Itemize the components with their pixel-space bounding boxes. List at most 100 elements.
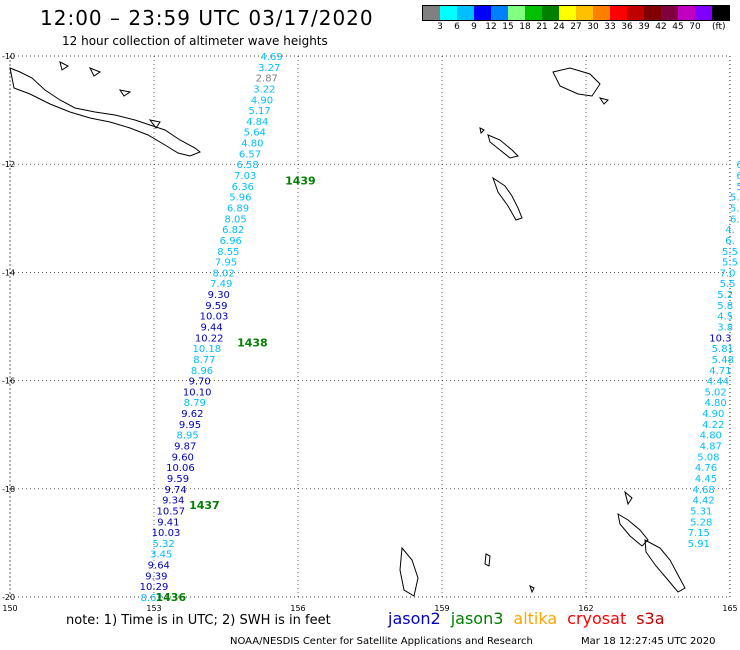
wave-height-value: 5.2 bbox=[717, 290, 733, 301]
wave-height-value: 5.31 bbox=[690, 506, 712, 517]
wave-height-value: 10.03 bbox=[152, 528, 181, 539]
wave-height-value: 4.69 bbox=[260, 52, 282, 63]
wave-height-value: 8.96 bbox=[191, 366, 213, 377]
wave-height-value: 10.06 bbox=[166, 463, 195, 474]
wave-height-value: 8.02 bbox=[212, 268, 234, 279]
color-scale-bar bbox=[422, 5, 730, 21]
color-scale-label: 39 bbox=[638, 22, 650, 32]
wave-height-value: 6. bbox=[730, 214, 740, 225]
wave-height-value: 10.3 bbox=[709, 333, 731, 344]
wave-height-value: 8.05 bbox=[224, 214, 246, 225]
color-scale-label: 30 bbox=[587, 22, 599, 32]
coastline-segment bbox=[479, 127, 485, 135]
wave-height-value: 9.34 bbox=[162, 496, 184, 507]
wave-height-value: 9.74 bbox=[164, 485, 186, 496]
wave-height-value: 5.32 bbox=[152, 539, 174, 550]
longitude-tick-label: 165 bbox=[722, 604, 737, 613]
wave-height-value: 6.96 bbox=[220, 236, 242, 247]
coastline-segment bbox=[399, 546, 419, 597]
map-title: 12:00 – 23:59 UTC 03/17/2020 bbox=[40, 6, 374, 30]
color-scale-swatch bbox=[474, 6, 491, 20]
wave-height-value: 6 bbox=[736, 171, 740, 182]
satellite-legend-jason2: jason2 bbox=[388, 609, 441, 628]
wave-height-value: 9.44 bbox=[200, 323, 222, 334]
wave-height-value: 4.76 bbox=[695, 463, 717, 474]
coastline-segment bbox=[484, 553, 491, 567]
longitude-tick-labels: 150 153 156 159 162 165 bbox=[2, 604, 737, 613]
wave-height-value: 10.57 bbox=[156, 506, 185, 517]
wave-height-value: 7.15 bbox=[688, 528, 710, 539]
coastline-segment bbox=[617, 512, 649, 547]
pass-time-label: 1439 bbox=[285, 174, 316, 187]
color-scale-swatch bbox=[525, 6, 542, 20]
map-grid bbox=[9, 55, 731, 598]
wave-height-value: 9.62 bbox=[181, 409, 203, 420]
wave-height-value: 4.80 bbox=[700, 431, 722, 442]
wave-height-value: 6.58 bbox=[236, 160, 258, 171]
wave-height-value: 5 bbox=[736, 182, 740, 193]
satellite-legend-cryosat: cryosat bbox=[567, 609, 627, 628]
wave-height-value: 9.70 bbox=[188, 377, 210, 388]
pass-time-label: 1437 bbox=[189, 499, 220, 512]
coastline-segment bbox=[59, 61, 69, 71]
color-scale-swatch bbox=[644, 6, 661, 20]
color-scale-swatch bbox=[627, 6, 644, 20]
wave-height-value: 4. bbox=[725, 225, 735, 236]
wave-height-value: 9.95 bbox=[179, 420, 201, 431]
wave-height-value: 5.5 bbox=[722, 258, 738, 269]
coastlines bbox=[9, 61, 686, 597]
wave-height-value: 5.8 bbox=[717, 301, 733, 312]
longitude-tick-label: 159 bbox=[434, 604, 449, 613]
color-scale-label: 24 bbox=[553, 22, 565, 32]
wave-height-value: 2.87 bbox=[256, 74, 278, 85]
wave-height-value: 4.84 bbox=[246, 117, 268, 128]
wave-height-value: 6.36 bbox=[232, 182, 254, 193]
wave-height-value: 5.02 bbox=[704, 387, 726, 398]
wave-height-value: 4.5 bbox=[717, 312, 733, 323]
wave-height-value: 9.30 bbox=[208, 290, 230, 301]
wave-height-value: 6.82 bbox=[222, 225, 244, 236]
wave-height-value: 4.80 bbox=[241, 139, 263, 150]
wave-height-value: 8.55 bbox=[217, 247, 239, 258]
wave-height-value: 5.17 bbox=[248, 106, 270, 117]
coastline-segment bbox=[598, 97, 609, 105]
color-scale-label: 6 bbox=[454, 22, 460, 32]
wave-height-value: 3.45 bbox=[150, 550, 172, 561]
latitude-tick-label: -16 bbox=[2, 377, 15, 386]
coastline-segment bbox=[88, 67, 102, 77]
coastline-segment bbox=[487, 134, 519, 159]
color-scale-label: 27 bbox=[570, 22, 582, 32]
wave-height-value: 8.95 bbox=[176, 431, 198, 442]
color-scale-label: 42 bbox=[655, 22, 667, 32]
color-scale-swatch bbox=[576, 6, 593, 20]
wave-height-value: 4.90 bbox=[251, 95, 273, 106]
wave-height-value: 4.45 bbox=[695, 474, 717, 485]
wave-height-value: 9.41 bbox=[157, 517, 179, 528]
pass-time-labels: 1439 1438 1437 1436 bbox=[155, 174, 315, 604]
wave-height-value: 5.91 bbox=[688, 539, 710, 550]
satellite-legend-jason3: jason3 bbox=[450, 609, 504, 628]
wave-height-value: 3.8 bbox=[717, 323, 733, 334]
wave-height-value: 9.64 bbox=[148, 561, 170, 572]
color-scale-swatch bbox=[559, 6, 576, 20]
wave-height-value: 5. bbox=[730, 193, 740, 204]
color-scale-label: 45 bbox=[672, 22, 684, 32]
color-scale-swatch bbox=[508, 6, 525, 20]
wave-height-value: 10.03 bbox=[200, 312, 229, 323]
satellite-legend-s3a: s3a bbox=[636, 609, 665, 628]
coastline-segment bbox=[148, 119, 161, 129]
color-scale-label: 21 bbox=[536, 22, 548, 32]
wave-height-value: 5.5 bbox=[722, 247, 738, 258]
wave-height-value: 6.57 bbox=[239, 149, 261, 160]
coastline-segment bbox=[529, 585, 535, 594]
wave-height-value: 4.22 bbox=[702, 420, 724, 431]
color-scale-swatch bbox=[610, 6, 627, 20]
pass-time-label: 1436 bbox=[155, 591, 186, 604]
latitude-tick-label: -20 bbox=[2, 593, 15, 602]
wave-height-value: 5.48 bbox=[712, 355, 734, 366]
wave-height-value: 9.60 bbox=[172, 452, 194, 463]
wave-height-value: 5.64 bbox=[244, 128, 266, 139]
color-scale-label: 15 bbox=[502, 22, 514, 32]
color-scale-swatch bbox=[542, 6, 559, 20]
